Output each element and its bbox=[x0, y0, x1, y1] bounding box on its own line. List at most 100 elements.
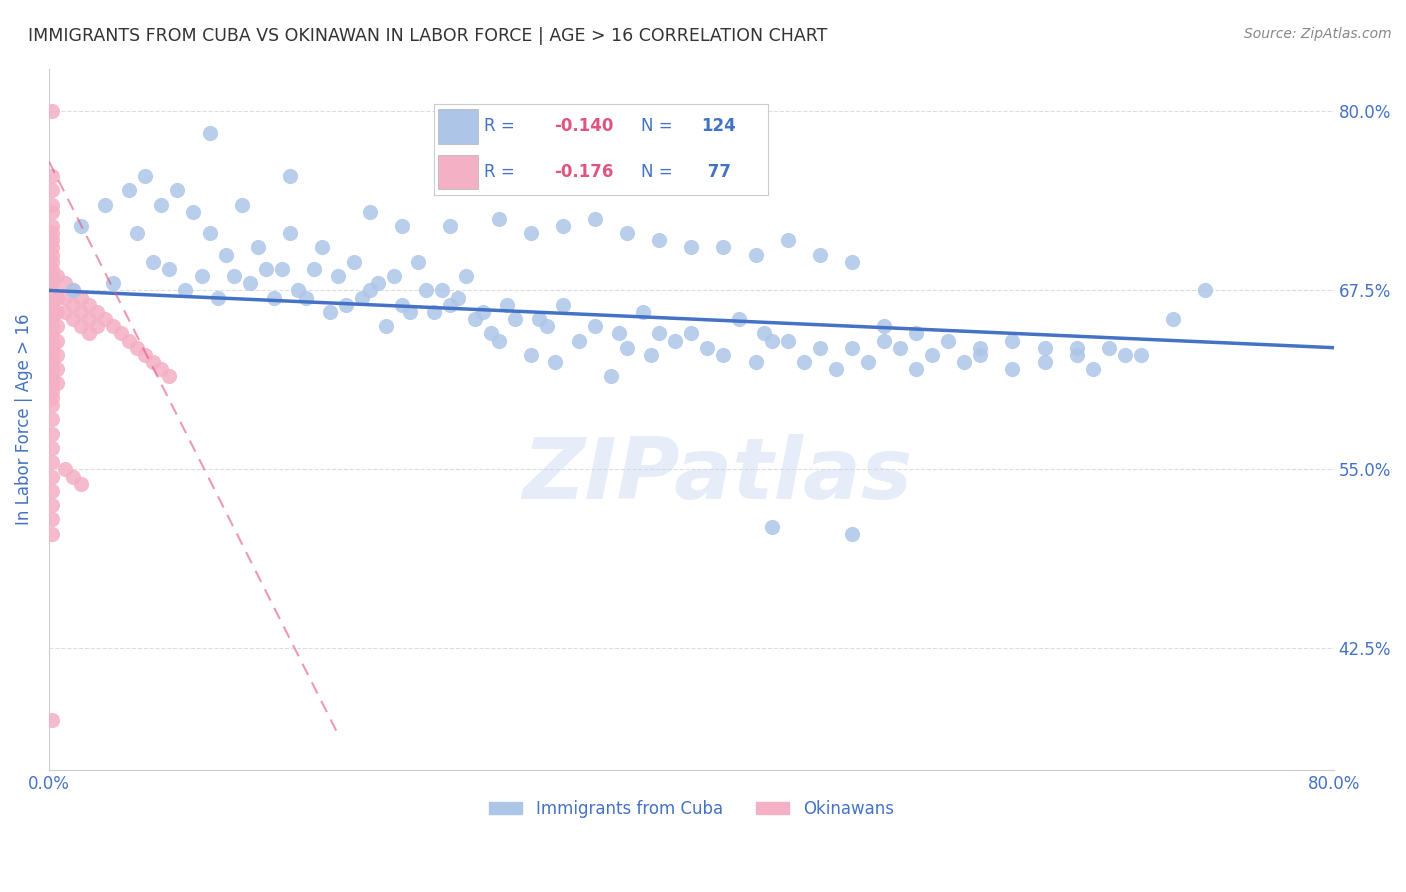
Point bbox=[142, 254, 165, 268]
Point bbox=[295, 291, 318, 305]
Point bbox=[41, 713, 63, 727]
Point bbox=[1066, 341, 1088, 355]
Point bbox=[953, 355, 976, 369]
Point bbox=[495, 298, 517, 312]
Point bbox=[41, 369, 63, 384]
Point bbox=[142, 355, 165, 369]
Point bbox=[46, 319, 69, 334]
Point bbox=[118, 334, 141, 348]
Point bbox=[544, 355, 567, 369]
Point bbox=[118, 183, 141, 197]
Point bbox=[53, 305, 76, 319]
Point bbox=[841, 254, 863, 268]
Point bbox=[728, 312, 751, 326]
Point bbox=[776, 233, 799, 247]
Point bbox=[527, 312, 550, 326]
Point bbox=[190, 269, 212, 284]
Point bbox=[399, 305, 422, 319]
Point bbox=[488, 334, 510, 348]
Point bbox=[713, 240, 735, 254]
Point bbox=[456, 269, 478, 284]
Point bbox=[41, 498, 63, 512]
Point bbox=[536, 319, 558, 334]
Point bbox=[231, 197, 253, 211]
Point bbox=[41, 398, 63, 412]
Point bbox=[239, 277, 262, 291]
Point bbox=[921, 348, 943, 362]
Point bbox=[41, 355, 63, 369]
Point bbox=[53, 462, 76, 476]
Point bbox=[439, 219, 461, 233]
Point bbox=[62, 298, 84, 312]
Point bbox=[70, 476, 93, 491]
Point bbox=[873, 334, 896, 348]
Point bbox=[77, 298, 100, 312]
Point bbox=[41, 341, 63, 355]
Point bbox=[793, 355, 815, 369]
Point bbox=[41, 277, 63, 291]
Point bbox=[41, 334, 63, 348]
Point bbox=[41, 284, 63, 298]
Point bbox=[367, 277, 389, 291]
Point bbox=[808, 341, 831, 355]
Point bbox=[969, 341, 991, 355]
Point bbox=[326, 269, 349, 284]
Point bbox=[53, 291, 76, 305]
Text: ZIPatlas: ZIPatlas bbox=[522, 434, 912, 516]
Point bbox=[127, 341, 149, 355]
Point bbox=[41, 104, 63, 119]
Point bbox=[889, 341, 911, 355]
Point bbox=[94, 197, 117, 211]
Point bbox=[352, 291, 374, 305]
Point bbox=[824, 362, 846, 376]
Point bbox=[583, 319, 606, 334]
Point bbox=[551, 298, 574, 312]
Legend: Immigrants from Cuba, Okinawans: Immigrants from Cuba, Okinawans bbox=[482, 794, 900, 825]
Text: Source: ZipAtlas.com: Source: ZipAtlas.com bbox=[1244, 27, 1392, 41]
Point bbox=[479, 326, 502, 341]
Point bbox=[103, 319, 125, 334]
Point bbox=[600, 369, 623, 384]
Point bbox=[41, 412, 63, 426]
Point bbox=[607, 326, 630, 341]
Point bbox=[46, 291, 69, 305]
Point bbox=[62, 284, 84, 298]
Point bbox=[41, 298, 63, 312]
Point bbox=[969, 348, 991, 362]
Point bbox=[41, 226, 63, 240]
Point bbox=[519, 348, 541, 362]
Point bbox=[41, 197, 63, 211]
Point bbox=[616, 341, 638, 355]
Point bbox=[46, 348, 69, 362]
Point bbox=[41, 204, 63, 219]
Point bbox=[488, 211, 510, 226]
Point bbox=[415, 284, 437, 298]
Point bbox=[302, 262, 325, 277]
Point bbox=[263, 291, 285, 305]
Point bbox=[46, 269, 69, 284]
Point bbox=[46, 305, 69, 319]
Point bbox=[77, 326, 100, 341]
Point bbox=[41, 183, 63, 197]
Point bbox=[375, 319, 398, 334]
Point bbox=[41, 233, 63, 247]
Point bbox=[46, 362, 69, 376]
Point bbox=[41, 291, 63, 305]
Point bbox=[41, 169, 63, 183]
Point bbox=[439, 298, 461, 312]
Point bbox=[664, 334, 686, 348]
Point bbox=[127, 226, 149, 240]
Point bbox=[287, 284, 309, 298]
Point bbox=[841, 526, 863, 541]
Point bbox=[62, 469, 84, 483]
Point bbox=[41, 269, 63, 284]
Point bbox=[70, 219, 93, 233]
Point bbox=[134, 169, 156, 183]
Point bbox=[551, 219, 574, 233]
Point bbox=[41, 247, 63, 261]
Point bbox=[343, 254, 366, 268]
Point bbox=[503, 312, 526, 326]
Point bbox=[583, 211, 606, 226]
Y-axis label: In Labor Force | Age > 16: In Labor Force | Age > 16 bbox=[15, 313, 32, 525]
Point bbox=[1194, 284, 1216, 298]
